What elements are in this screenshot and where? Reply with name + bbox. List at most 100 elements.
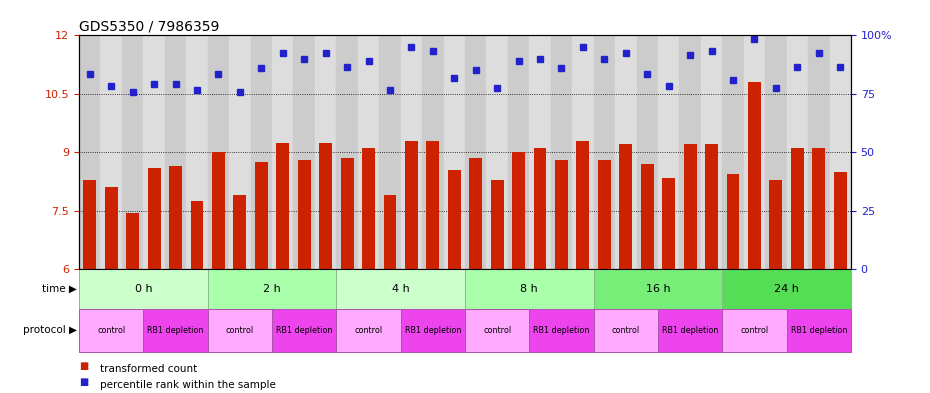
Bar [491, 180, 503, 269]
Text: control: control [226, 326, 254, 334]
Bar [705, 145, 718, 269]
Bar [444, 35, 465, 269]
Bar [723, 35, 744, 269]
Bar [787, 309, 851, 352]
Text: 4 h: 4 h [392, 284, 409, 294]
Bar [79, 35, 100, 269]
Bar [723, 269, 851, 309]
Bar [486, 35, 508, 269]
Bar [470, 158, 482, 269]
Bar [165, 35, 186, 269]
Bar [748, 82, 761, 269]
Text: control: control [97, 326, 126, 334]
Text: percentile rank within the sample: percentile rank within the sample [100, 380, 275, 390]
Bar [207, 269, 337, 309]
Text: time ▶: time ▶ [43, 284, 77, 294]
Bar [294, 35, 315, 269]
Text: RB1 depletion: RB1 depletion [147, 326, 204, 334]
Bar [105, 187, 117, 269]
Bar [723, 309, 787, 352]
Bar [212, 152, 225, 269]
Text: 2 h: 2 h [263, 284, 281, 294]
Text: control: control [483, 326, 512, 334]
Bar [465, 309, 529, 352]
Bar [769, 180, 782, 269]
Bar [250, 35, 272, 269]
Bar [143, 35, 165, 269]
Text: ■: ■ [79, 362, 88, 371]
Bar [790, 149, 804, 269]
Bar [593, 269, 723, 309]
Bar [207, 309, 272, 352]
Bar [658, 35, 680, 269]
Text: control: control [740, 326, 768, 334]
Text: 24 h: 24 h [774, 284, 799, 294]
Bar [422, 35, 444, 269]
Bar [319, 143, 332, 269]
Bar [662, 178, 675, 269]
Bar [358, 35, 379, 269]
Bar [830, 35, 851, 269]
Text: RB1 depletion: RB1 depletion [533, 326, 590, 334]
Bar [233, 195, 246, 269]
Bar [593, 35, 615, 269]
Bar [79, 309, 143, 352]
Bar [787, 35, 808, 269]
Bar [680, 35, 701, 269]
Bar [84, 180, 96, 269]
Bar [191, 201, 204, 269]
Text: 0 h: 0 h [135, 284, 153, 294]
Bar [169, 166, 182, 269]
Bar [726, 174, 739, 269]
Text: RB1 depletion: RB1 depletion [405, 326, 461, 334]
Bar [598, 160, 611, 269]
Bar [534, 149, 547, 269]
Bar [186, 35, 207, 269]
Bar [593, 309, 658, 352]
Bar [465, 269, 593, 309]
Bar [340, 158, 353, 269]
Bar [122, 35, 143, 269]
Text: RB1 depletion: RB1 depletion [790, 326, 847, 334]
Bar [276, 143, 289, 269]
Bar [529, 35, 551, 269]
Bar [615, 35, 636, 269]
Bar [529, 309, 593, 352]
Bar [555, 160, 568, 269]
Bar [337, 309, 401, 352]
Bar [834, 172, 846, 269]
Bar [79, 269, 207, 309]
Bar [379, 35, 401, 269]
Bar [551, 35, 572, 269]
Bar [658, 309, 723, 352]
Bar [126, 213, 140, 269]
Bar [401, 35, 422, 269]
Bar [765, 35, 787, 269]
Bar [619, 145, 632, 269]
Text: ■: ■ [79, 377, 88, 387]
Bar [744, 35, 765, 269]
Bar [641, 164, 654, 269]
Text: GDS5350 / 7986359: GDS5350 / 7986359 [79, 19, 219, 33]
Bar [405, 141, 418, 269]
Bar [813, 149, 825, 269]
Bar [401, 309, 465, 352]
Text: 16 h: 16 h [645, 284, 671, 294]
Bar [701, 35, 723, 269]
Bar [636, 35, 658, 269]
Bar [577, 141, 590, 269]
Text: control: control [612, 326, 640, 334]
Bar [383, 195, 396, 269]
Text: transformed count: transformed count [100, 364, 197, 375]
Bar [426, 141, 439, 269]
Bar [512, 152, 525, 269]
Bar [207, 35, 229, 269]
Bar [572, 35, 593, 269]
Bar [808, 35, 830, 269]
Bar [337, 35, 358, 269]
Bar [508, 35, 529, 269]
Bar [465, 35, 486, 269]
Text: RB1 depletion: RB1 depletion [276, 326, 332, 334]
Bar [229, 35, 250, 269]
Bar [100, 35, 122, 269]
